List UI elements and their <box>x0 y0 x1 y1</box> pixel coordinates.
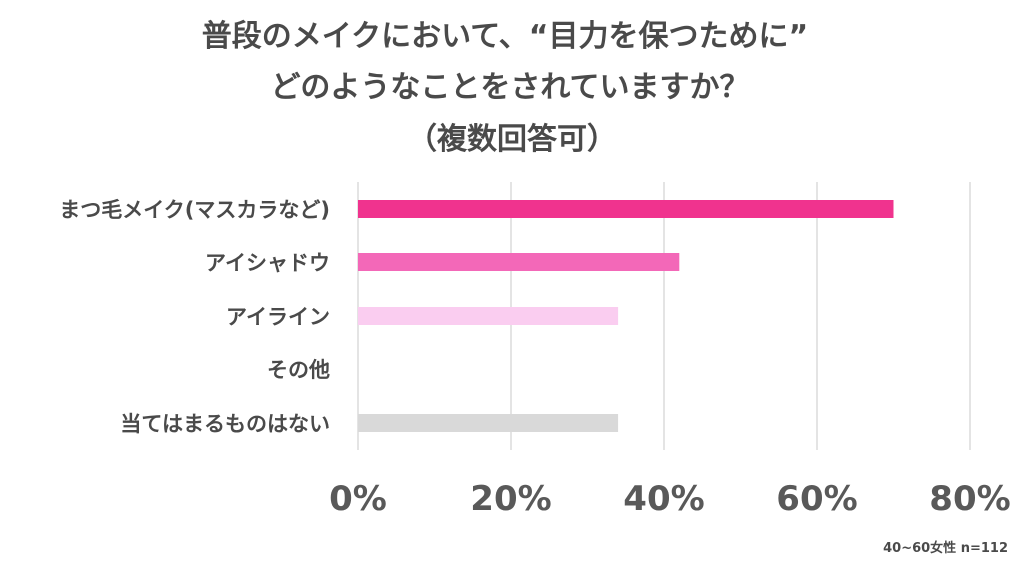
chart-subtitle: （複数回答可） <box>407 122 617 157</box>
x-tick-label-1: 20% <box>470 479 551 519</box>
x-axis-tick-labels: 0% 20% 40% 60% 80% <box>329 479 1011 519</box>
chart-title-line-1: 普段のメイクにおいて、“目力を保つために” <box>202 19 808 54</box>
x-tick-label-4: 80% <box>929 479 1010 519</box>
chart-title: 普段のメイクにおいて、“目力を保つために” どのようなことをされていますか？ （… <box>202 19 808 157</box>
bars <box>358 200 894 432</box>
sample-note: 40~60女性 n=112 <box>883 540 1008 556</box>
chart-title-line-2: どのようなことをされていますか？ <box>270 70 749 105</box>
bar-2 <box>358 307 619 325</box>
bar-0 <box>358 200 894 218</box>
category-label-4: 当てはまるものはない <box>120 412 330 436</box>
category-label-3: その他 <box>267 358 330 382</box>
x-tick-label-3: 60% <box>776 479 857 519</box>
bar-4 <box>358 414 619 432</box>
category-label-0: まつ毛メイク(マスカラなど) <box>59 198 330 222</box>
x-tick-label-0: 0% <box>329 479 387 519</box>
grid-lines <box>357 182 971 450</box>
category-label-2: アイライン <box>226 305 330 329</box>
x-tick-label-2: 40% <box>623 479 704 519</box>
category-label-1: アイシャドウ <box>205 251 330 275</box>
bar-1 <box>358 253 680 271</box>
